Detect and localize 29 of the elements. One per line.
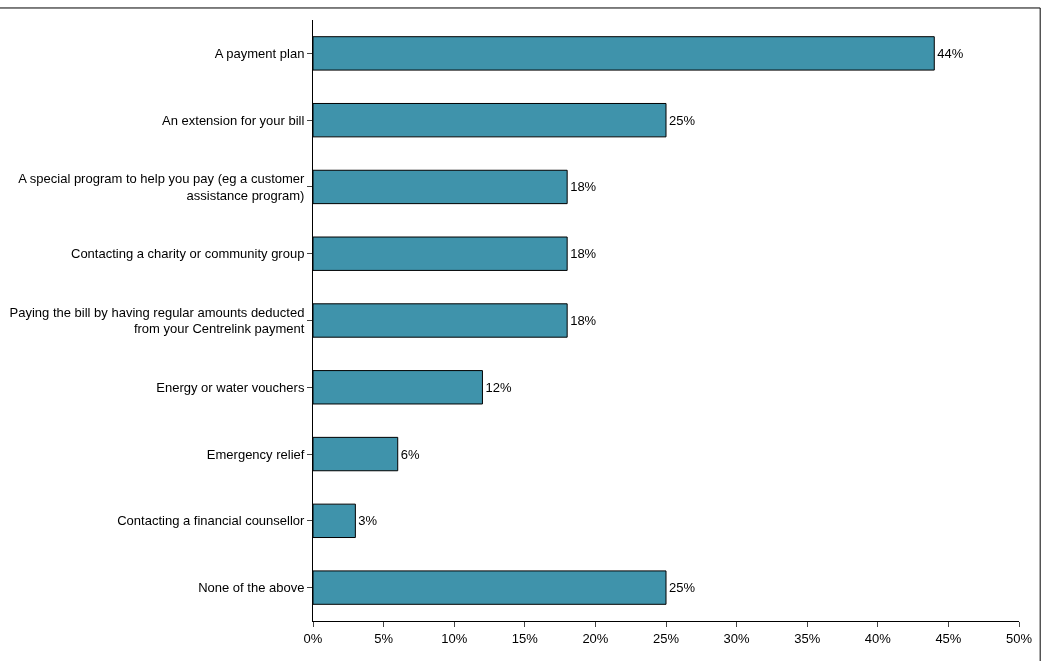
x-tick-label: 45% <box>935 630 962 646</box>
data-label: 25% <box>669 112 696 128</box>
data-label: 44% <box>937 45 964 61</box>
x-tick-label: 50% <box>1005 630 1033 646</box>
data-label: 18% <box>570 179 597 195</box>
x-tick-label: 5% <box>374 630 394 646</box>
data-label: 6% <box>400 446 420 462</box>
x-tick-label: 20% <box>582 630 609 646</box>
data-label: 18% <box>570 246 597 262</box>
y-tick-label: A payment plan <box>214 45 305 61</box>
x-tick-label: 40% <box>864 630 892 646</box>
y-tick-label: Contacting a charity or community group <box>71 246 305 262</box>
data-label: 3% <box>358 513 378 529</box>
x-tick-label: 25% <box>652 630 680 646</box>
x-tick-label: 10% <box>441 630 468 646</box>
data-label: 18% <box>570 313 597 328</box>
data-label: 12% <box>485 379 512 395</box>
x-tick-label: 0% <box>303 630 323 646</box>
y-tick-label: Energy or water vouchers <box>156 379 305 395</box>
y-tick-label: None of the above <box>198 580 305 596</box>
y-tick-label: An extension for your bill <box>162 112 305 128</box>
x-tick-label: 30% <box>723 630 751 646</box>
data-label: 25% <box>669 580 696 596</box>
y-tick-label: Contacting a financial counsellor <box>117 513 306 529</box>
y-tick-label: Emergency relief <box>206 446 305 462</box>
y-tick-label: A special program to help you pay (eg a customer assistance program) <box>18 171 306 203</box>
x-tick-label: 15% <box>511 630 539 646</box>
x-tick-label: 35% <box>794 630 821 646</box>
y-tick-label: Paying the bill by having regular amounts deducted from your Centrelink payment <box>9 304 305 337</box>
